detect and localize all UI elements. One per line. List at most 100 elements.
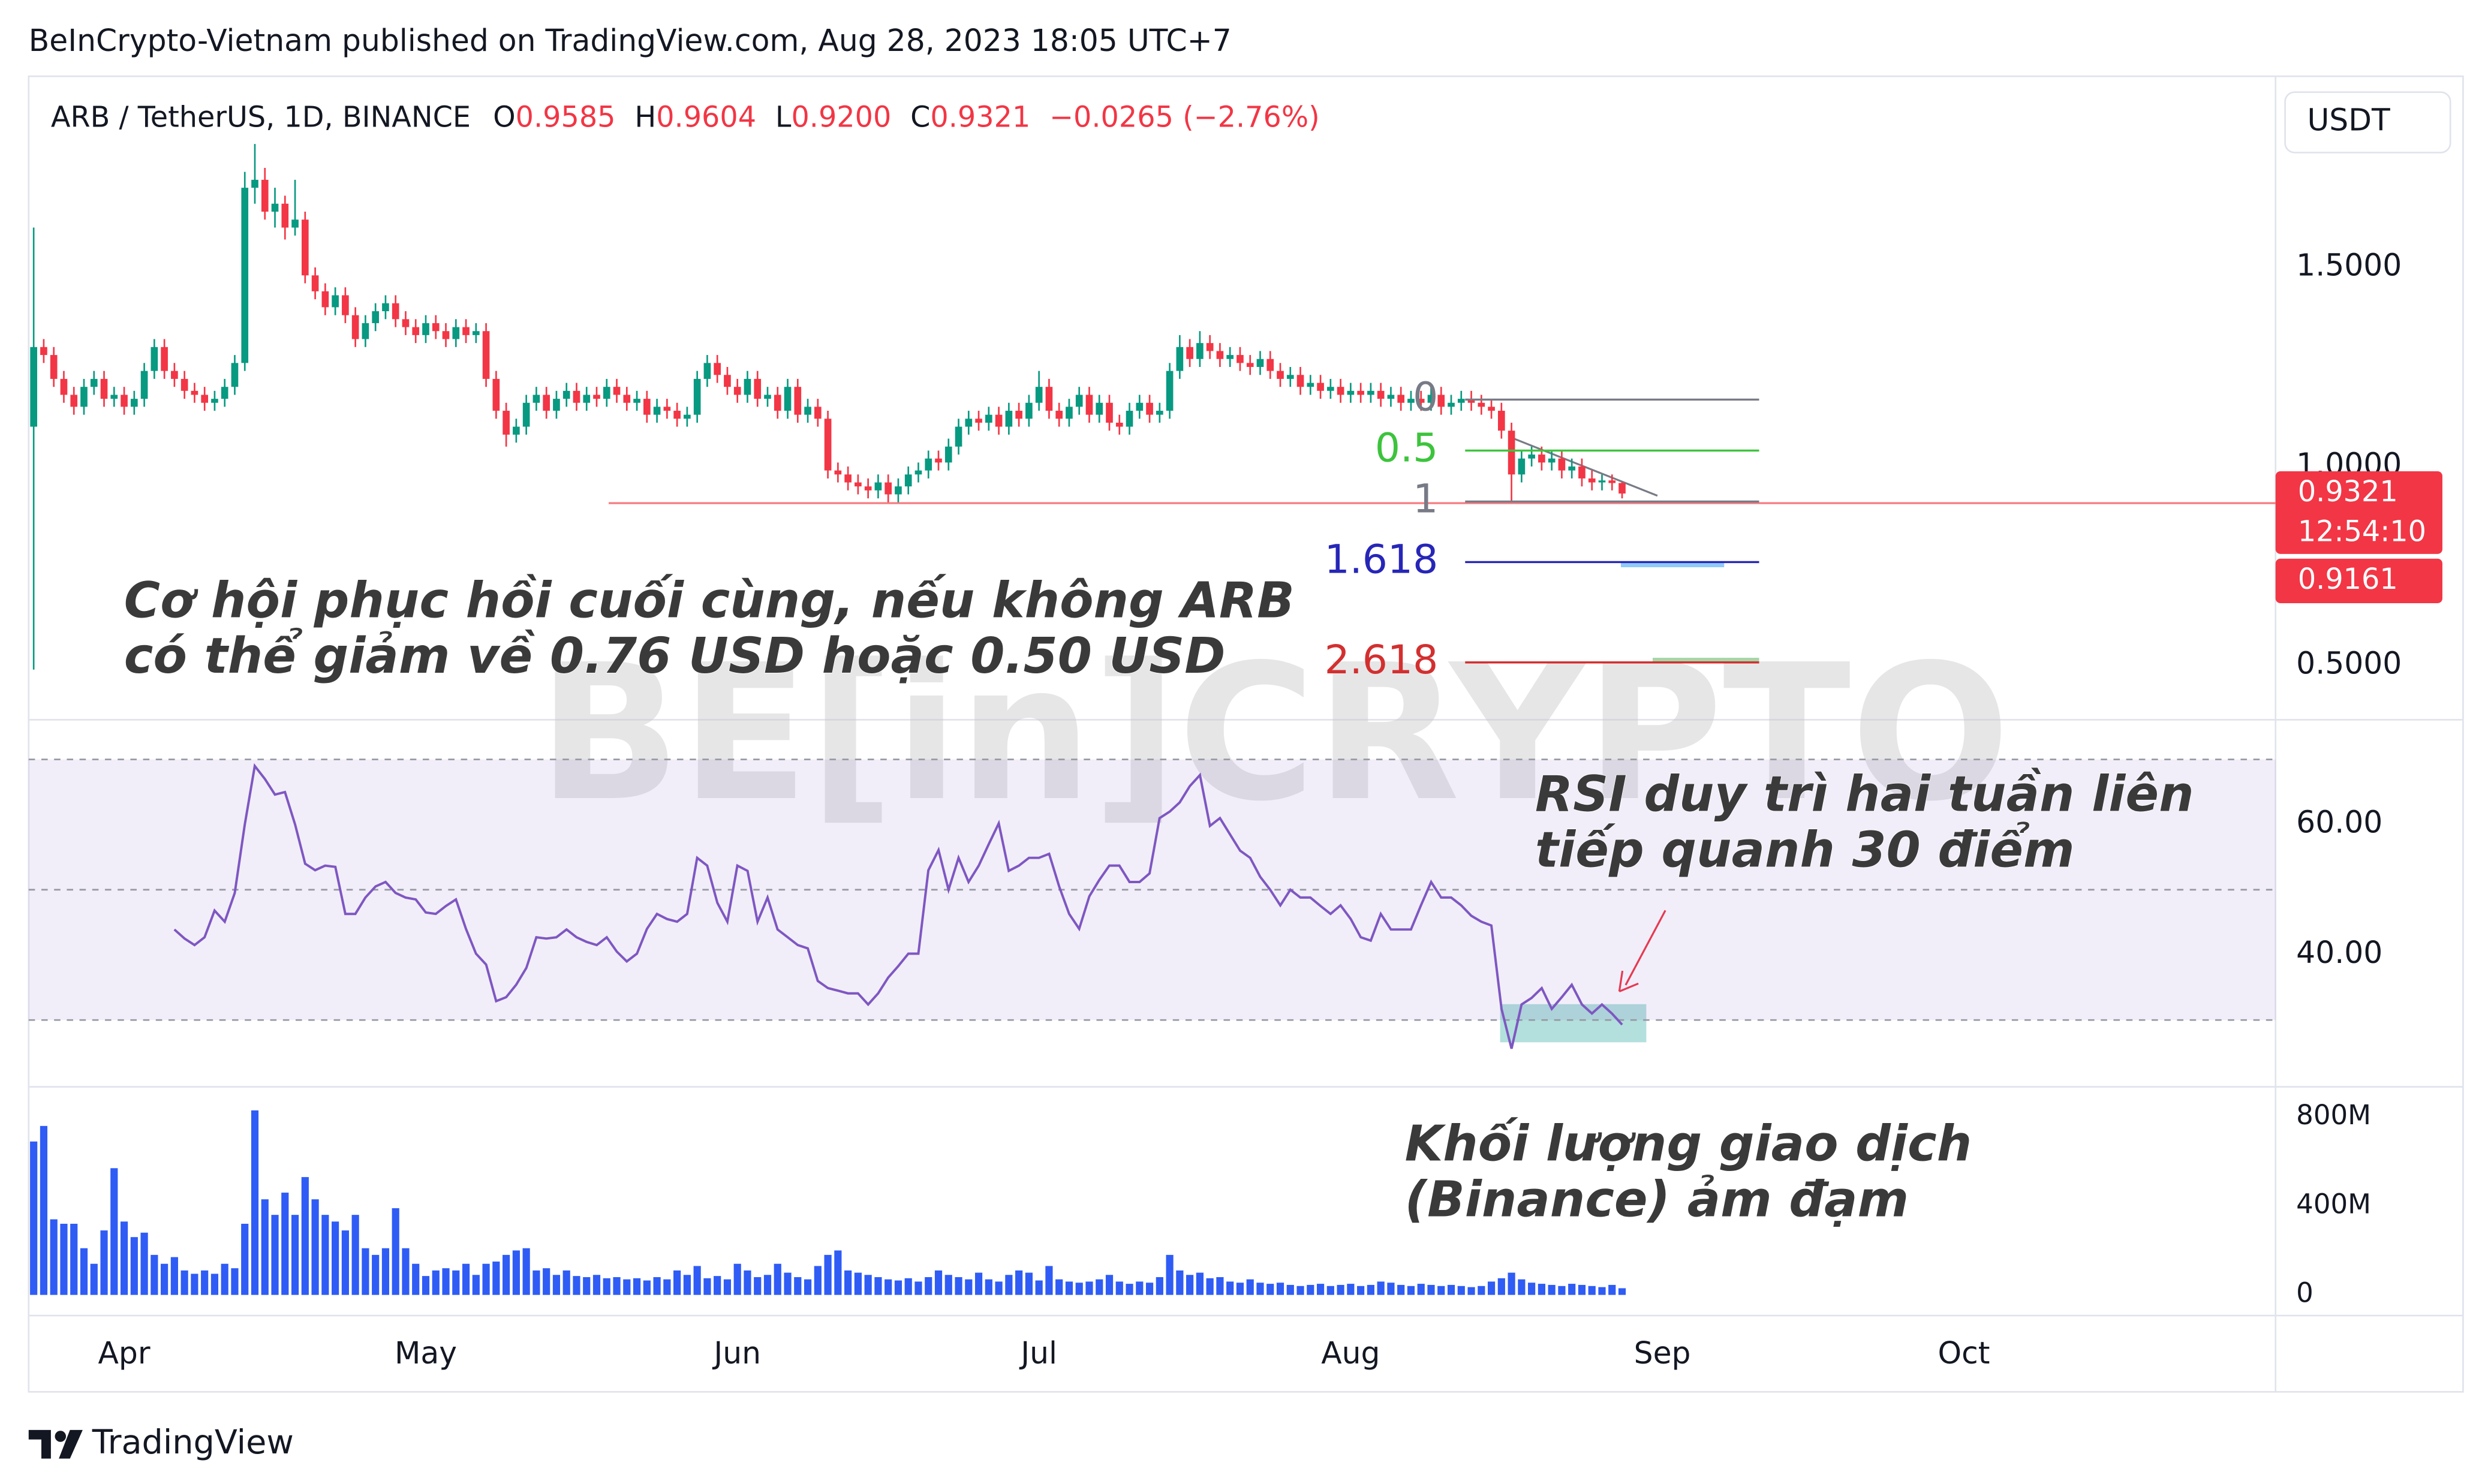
candle-body	[40, 347, 47, 356]
volume-bar	[573, 1276, 580, 1295]
volume-bar	[592, 1275, 601, 1295]
volume-bar	[1096, 1279, 1103, 1295]
volume-bar	[552, 1275, 561, 1295]
y-tick-label: 1.5000	[2296, 247, 2402, 282]
candle-body	[1558, 458, 1566, 471]
candle-body	[583, 395, 591, 403]
volume-bar	[874, 1277, 882, 1295]
x-tick-label: Sep	[1634, 1335, 1691, 1371]
candle-body	[1246, 363, 1254, 367]
candle-body	[1548, 458, 1556, 463]
candle-body	[1498, 411, 1505, 431]
candle-body	[432, 323, 440, 332]
volume-bar	[412, 1263, 420, 1295]
candle-body	[1106, 402, 1113, 423]
volume-bar	[1307, 1284, 1314, 1295]
candle-body	[503, 411, 510, 435]
candle-body	[985, 414, 992, 423]
candle-body	[1317, 383, 1324, 391]
watermark: BE[in]CRYPTO	[538, 624, 2010, 842]
candle-body	[261, 179, 269, 212]
candle-body	[1136, 402, 1144, 411]
volume-bar	[452, 1270, 460, 1295]
candle-body	[1286, 375, 1294, 379]
candle-body	[281, 203, 289, 228]
candle-body	[1448, 402, 1455, 407]
candle-body	[201, 395, 208, 403]
candle-body	[342, 295, 349, 315]
candle-body	[1025, 402, 1033, 419]
volume-bar	[1528, 1283, 1536, 1295]
candle-body	[301, 219, 309, 276]
volume-bar	[210, 1274, 219, 1295]
volume-bar	[1156, 1277, 1163, 1295]
volume-bar	[1226, 1281, 1234, 1295]
volume-bar	[261, 1199, 269, 1295]
logo-shape	[59, 1429, 83, 1459]
volume-bar	[221, 1263, 228, 1295]
fib-label: 1	[1413, 476, 1438, 522]
candle-body	[1015, 411, 1022, 419]
annotation: Cơ hội phục hồi cuối cùng, nếu không ARB	[124, 572, 1295, 629]
candle-body	[895, 486, 902, 495]
candle-body	[633, 399, 640, 403]
volume-bar	[703, 1278, 711, 1295]
volume-bar	[663, 1279, 671, 1295]
candle-body	[1055, 411, 1063, 419]
candle-body	[864, 486, 872, 490]
candle-body	[573, 390, 580, 403]
volume-bar	[1377, 1281, 1385, 1295]
volume-bar	[1316, 1284, 1325, 1295]
candle-body	[1618, 483, 1626, 494]
volume-bar	[442, 1268, 450, 1295]
volume-bar	[925, 1277, 932, 1295]
y-tick-label: 40.00	[2296, 935, 2382, 970]
volume-bar	[381, 1248, 390, 1295]
candle-body	[1237, 355, 1244, 363]
volume-bar	[914, 1281, 922, 1295]
volume-bar	[1417, 1284, 1425, 1295]
highlight	[1620, 562, 1725, 568]
volume-bar	[1497, 1278, 1505, 1295]
volume-bar	[1538, 1284, 1545, 1295]
volume-bar	[1236, 1283, 1244, 1295]
footer: TradingView	[92, 1423, 294, 1462]
annotation: Khối lượng giao dịch	[1405, 1116, 1972, 1173]
candle-body	[1488, 407, 1495, 411]
candle-body	[1035, 387, 1043, 403]
candle-body	[472, 331, 480, 335]
volume-bar	[643, 1280, 651, 1295]
candle-body	[914, 470, 922, 475]
candle-body	[1307, 383, 1314, 387]
currency-box[interactable]	[2284, 91, 2451, 153]
candle-body	[271, 203, 279, 212]
volume-bar	[1457, 1286, 1465, 1295]
volume-bar	[301, 1177, 309, 1295]
volume-bar	[814, 1266, 822, 1295]
volume-bar	[1105, 1275, 1114, 1295]
volume-bar	[1166, 1254, 1174, 1295]
candle-body	[522, 402, 530, 427]
y-tick-label: 60.00	[2296, 805, 2382, 840]
volume-bar	[1568, 1284, 1576, 1295]
volume-bar	[402, 1248, 410, 1295]
volume-bar	[1005, 1275, 1013, 1295]
volume-bar	[130, 1237, 138, 1295]
price-label: 0.9321	[2298, 475, 2398, 508]
candle-body	[733, 387, 741, 395]
candle-body	[1598, 480, 1606, 483]
candle-body	[1467, 399, 1475, 403]
candle-body	[1115, 422, 1123, 427]
candle-body	[874, 482, 882, 490]
volume-bar	[50, 1219, 58, 1295]
volume-bar	[1176, 1270, 1184, 1295]
candle-body	[1478, 402, 1485, 407]
volume-bar	[723, 1279, 732, 1295]
volume-bar	[372, 1254, 380, 1295]
volume-bar	[583, 1277, 591, 1295]
candle-body	[784, 387, 792, 411]
volume-bar	[824, 1254, 832, 1295]
currency[interactable]: USDT	[2307, 103, 2390, 138]
candle-body	[1437, 395, 1445, 407]
